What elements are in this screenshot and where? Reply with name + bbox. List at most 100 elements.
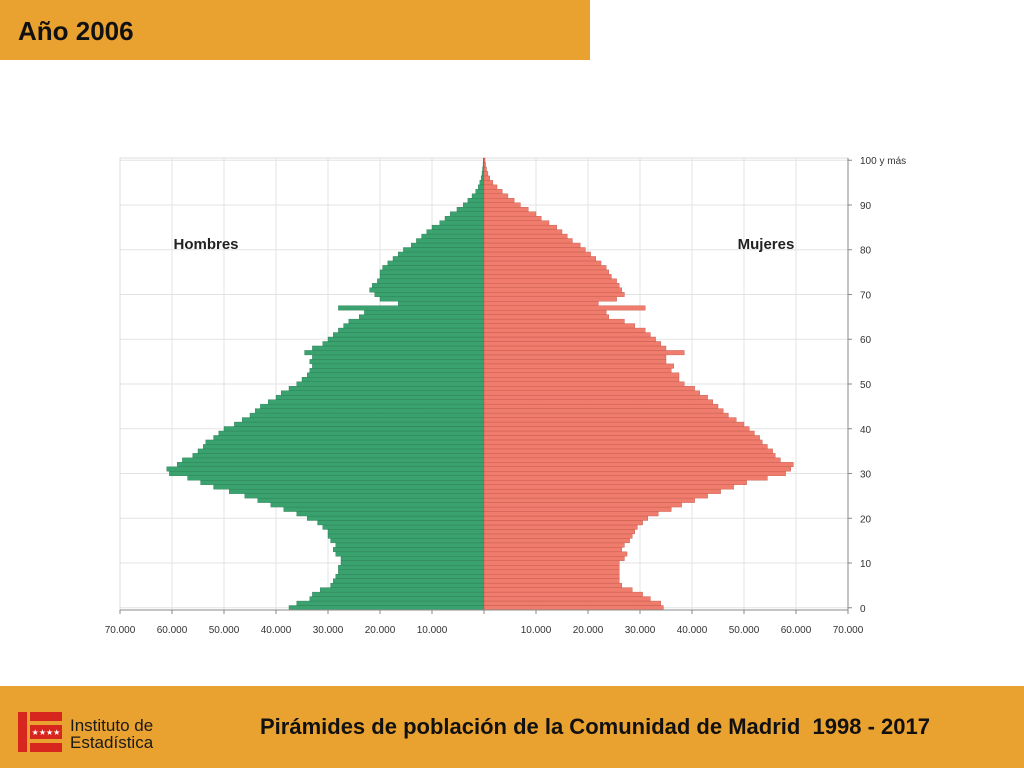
bar-mujeres: [483, 220, 550, 226]
bar-hombres: [340, 556, 485, 561]
bar-hombres: [327, 336, 485, 342]
bar-mujeres: [483, 542, 625, 548]
bar-mujeres: [483, 444, 768, 450]
bar-mujeres: [483, 314, 610, 320]
bar-mujeres: [483, 184, 498, 190]
bar-mujeres: [483, 372, 680, 378]
y-tick-label: 20: [860, 514, 872, 525]
bar-mujeres: [483, 171, 489, 177]
x-tick-label: 40.000: [261, 625, 292, 636]
bar-mujeres: [483, 565, 620, 570]
institute-logo-icon: ★★★★: [18, 712, 62, 752]
x-tick-label: 20.000: [573, 625, 604, 636]
y-tick-label: 60: [860, 335, 872, 346]
bar-mujeres: [483, 466, 791, 472]
logo-line-1: Instituto de: [70, 716, 154, 735]
bar-mujeres: [483, 605, 664, 611]
bar-hombres: [338, 569, 485, 575]
bar-hombres: [309, 368, 485, 374]
bar-mujeres: [483, 368, 672, 374]
bar-mujeres: [483, 166, 487, 172]
bar-hombres: [330, 582, 485, 588]
bar-mujeres: [483, 162, 486, 168]
bar-hombres: [301, 377, 485, 382]
bar-hombres: [392, 256, 485, 262]
bar-hombres: [379, 274, 485, 280]
bar-hombres: [387, 260, 485, 266]
x-tick-label: 20.000: [365, 625, 396, 636]
bar-hombres: [260, 403, 485, 409]
bar-hombres: [213, 484, 485, 490]
bar-mujeres: [483, 341, 662, 347]
bar-mujeres: [483, 582, 623, 588]
bar-hombres: [197, 448, 485, 454]
bar-hombres: [304, 350, 485, 356]
bar-hombres: [322, 341, 485, 347]
bar-mujeres: [483, 560, 620, 566]
bar-hombres: [335, 573, 485, 579]
bar-mujeres: [483, 274, 612, 280]
bars-men: [166, 157, 485, 611]
bar-mujeres: [483, 515, 649, 521]
bar-hombres: [338, 565, 485, 570]
bar-hombres: [379, 269, 485, 275]
bar-mujeres: [483, 390, 701, 396]
bar-hombres: [213, 435, 485, 441]
bar-hombres: [288, 605, 485, 611]
bar-mujeres: [483, 381, 685, 387]
bar-mujeres: [483, 480, 747, 485]
bar-mujeres: [483, 426, 750, 432]
bar-mujeres: [483, 475, 768, 481]
bar-mujeres: [483, 189, 503, 195]
bar-hombres: [241, 417, 485, 423]
bar-mujeres: [483, 193, 509, 199]
bar-hombres: [169, 471, 485, 476]
bar-hombres: [312, 363, 485, 369]
bar-hombres: [333, 578, 485, 584]
bar-mujeres: [483, 256, 597, 262]
bar-hombres: [249, 412, 485, 418]
axes: 70.000 60.000 50.000 40.000 30.000 20.000 10.0…: [105, 156, 906, 636]
bar-mujeres: [483, 260, 602, 266]
bar-mujeres: [483, 417, 737, 423]
bar-mujeres: [483, 533, 633, 539]
bar-hombres: [338, 305, 485, 311]
bar-mujeres: [483, 403, 719, 409]
bar-hombres: [379, 296, 485, 302]
bar-mujeres: [483, 587, 633, 593]
bar-mujeres: [483, 296, 617, 302]
bar-hombres: [244, 493, 485, 499]
bar-mujeres: [483, 202, 521, 208]
bar-hombres: [343, 323, 485, 329]
bar-hombres: [223, 426, 485, 432]
bar-hombres: [456, 207, 485, 212]
bar-hombres: [228, 488, 485, 494]
bar-mujeres: [483, 211, 537, 217]
svg-text:★★★★: ★★★★: [32, 728, 61, 737]
bar-hombres: [288, 386, 485, 391]
bar-hombres: [335, 551, 485, 557]
bar-mujeres: [483, 265, 607, 271]
bar-hombres: [327, 533, 485, 539]
bar-mujeres: [483, 497, 695, 503]
bar-hombres: [463, 202, 485, 208]
y-tick-label: 10: [860, 559, 872, 570]
bar-mujeres: [483, 524, 638, 530]
bar-mujeres: [483, 511, 659, 517]
bar-mujeres: [483, 238, 573, 244]
bar-hombres: [182, 457, 485, 463]
bar-mujeres: [483, 578, 620, 584]
bar-hombres: [416, 238, 485, 244]
bar-mujeres: [483, 359, 667, 365]
bar-hombres: [202, 444, 485, 450]
y-tick-label: 80: [860, 246, 872, 257]
bar-hombres: [382, 265, 485, 271]
bar-hombres: [234, 421, 485, 427]
bar-mujeres: [483, 488, 721, 494]
bar-hombres: [364, 309, 485, 315]
bar-hombres: [296, 381, 485, 387]
bar-hombres: [327, 529, 485, 535]
bar-hombres: [205, 439, 485, 445]
bar-hombres: [296, 600, 485, 606]
bar-mujeres: [483, 412, 729, 418]
